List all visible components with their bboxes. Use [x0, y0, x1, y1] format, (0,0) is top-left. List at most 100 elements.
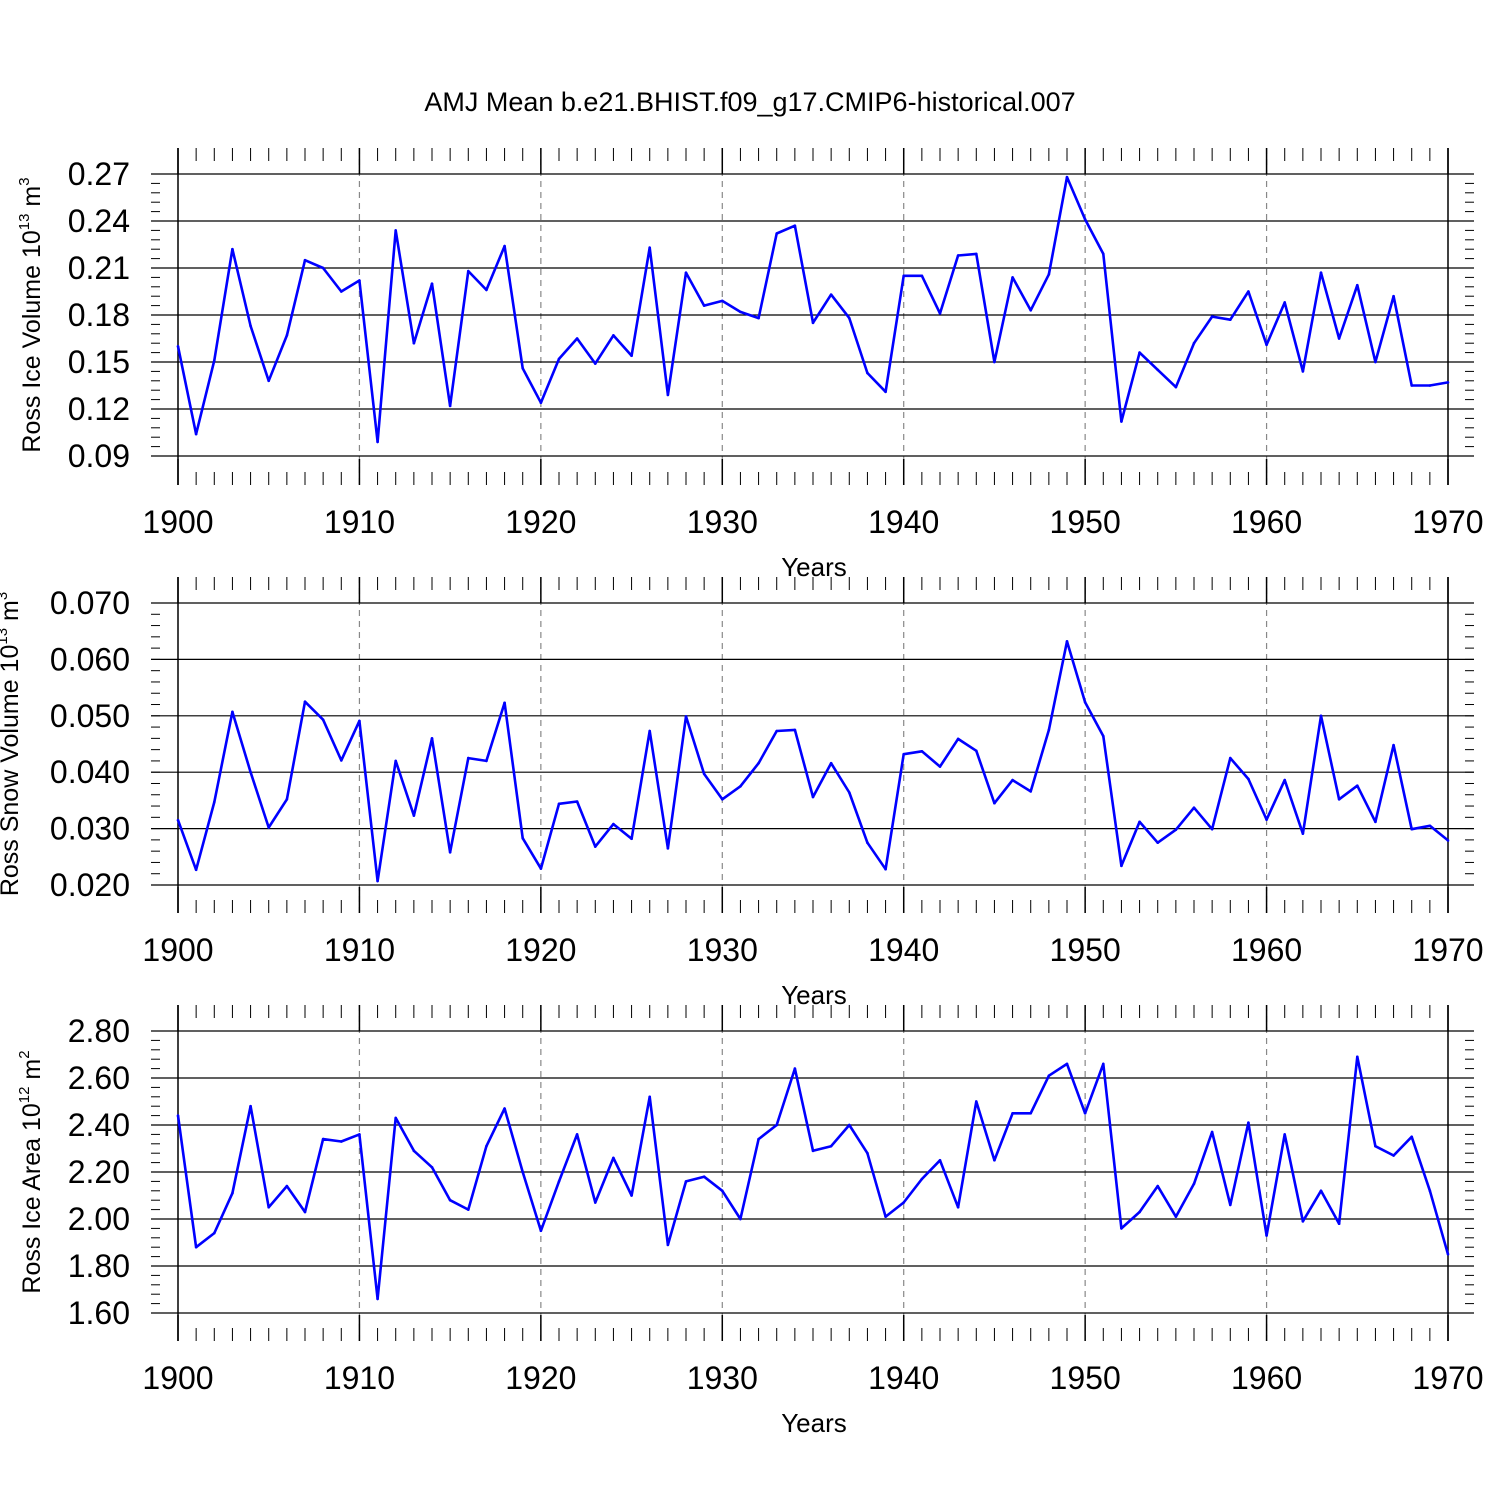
data-point	[1301, 1220, 1305, 1223]
data-point	[231, 710, 234, 714]
data-point	[829, 1144, 833, 1148]
data-point	[612, 334, 615, 337]
data-point	[1120, 864, 1123, 868]
data-point	[757, 316, 760, 320]
data-point	[1156, 368, 1160, 372]
data-point	[884, 390, 887, 394]
y-tick-label: 0.030	[50, 811, 130, 847]
x-tick-label: 1920	[505, 932, 576, 968]
data-point	[485, 759, 488, 763]
data-point	[630, 354, 633, 358]
data-point	[448, 850, 452, 854]
data-point	[974, 749, 978, 753]
data-point	[938, 765, 942, 768]
data-point	[430, 282, 434, 285]
x-axis-title: Years	[781, 980, 847, 1010]
data-point	[539, 401, 543, 405]
data-point	[339, 1140, 343, 1143]
data-point	[412, 341, 416, 345]
data-point	[811, 795, 815, 799]
data-point	[666, 1243, 670, 1247]
y-tick-label: 0.15	[68, 344, 130, 380]
data-point	[1428, 384, 1432, 387]
data-point	[231, 247, 234, 251]
y-axis-title: Ross Ice Volume 1013 m3	[16, 177, 46, 452]
x-axis-title: Years	[781, 1408, 847, 1438]
data-point	[775, 232, 779, 235]
x-tick-label: 1940	[868, 1360, 939, 1396]
data-point	[1120, 1227, 1123, 1230]
data-point	[811, 1149, 815, 1153]
data-point	[1029, 1111, 1033, 1115]
data-point	[394, 759, 398, 763]
data-point	[974, 1100, 978, 1103]
data-point	[249, 770, 252, 774]
data-point	[1011, 1111, 1014, 1115]
data-point	[430, 1166, 434, 1169]
data-point	[1210, 1130, 1214, 1134]
y-tick-label: 2.40	[68, 1107, 130, 1143]
data-point	[466, 1208, 470, 1211]
data-point	[1355, 283, 1359, 287]
data-point	[1283, 301, 1287, 304]
data-point	[1083, 700, 1087, 704]
data-point	[1083, 218, 1087, 221]
data-point	[267, 379, 271, 383]
data-point	[739, 310, 742, 314]
data-point	[1138, 1210, 1141, 1214]
data-point	[339, 290, 343, 293]
data-point	[1029, 309, 1033, 312]
data-point	[1228, 756, 1232, 760]
data-point	[376, 879, 379, 883]
data-point	[176, 818, 180, 822]
data-point	[1337, 337, 1341, 340]
data-point	[1065, 175, 1069, 179]
y-tick-label: 0.27	[68, 156, 130, 192]
data-point	[1192, 341, 1196, 345]
y-tick-label: 0.020	[50, 867, 130, 903]
data-point	[793, 1067, 797, 1070]
y-tick-label: 0.09	[68, 438, 130, 474]
data-point	[412, 1149, 416, 1153]
data-point	[1174, 828, 1178, 832]
x-tick-label: 1930	[687, 1360, 758, 1396]
data-point	[593, 362, 597, 365]
data-point	[557, 1180, 561, 1183]
data-point	[285, 1184, 289, 1188]
data-point	[485, 288, 488, 292]
data-point	[739, 785, 742, 788]
data-point	[1101, 1062, 1105, 1066]
data-point	[702, 772, 706, 776]
data-point	[648, 729, 652, 733]
data-point	[1446, 381, 1450, 384]
data-point	[1337, 797, 1341, 801]
data-series-line	[176, 640, 1449, 883]
data-point	[358, 719, 361, 723]
data-point	[684, 271, 688, 275]
x-tick-label: 1950	[1050, 932, 1121, 968]
data-point	[321, 1137, 325, 1141]
data-point	[648, 246, 652, 249]
data-point	[1283, 778, 1287, 782]
y-tick-label: 0.21	[68, 250, 130, 286]
data-point	[793, 224, 797, 227]
data-point	[448, 1198, 452, 1202]
data-point	[448, 404, 452, 408]
data-point	[1210, 827, 1214, 831]
data-point	[1392, 743, 1395, 747]
data-point	[557, 357, 561, 361]
data-point	[1210, 315, 1214, 318]
data-point	[938, 1158, 942, 1162]
data-point	[920, 1177, 924, 1181]
data-point	[430, 737, 434, 740]
x-tick-label: 1970	[1412, 932, 1483, 968]
data-point	[1083, 1111, 1087, 1115]
chart-title: AMJ Mean b.e21.BHIST.f09_g17.CMIP6-histo…	[424, 87, 1075, 117]
data-point	[739, 1217, 742, 1221]
data-point	[194, 1245, 198, 1249]
y-axis-title: Ross Ice Area 1012 m2	[16, 1050, 46, 1293]
data-point	[285, 797, 289, 801]
y-tick-label: 2.00	[68, 1201, 130, 1237]
data-point	[956, 737, 960, 741]
data-point	[339, 759, 343, 762]
